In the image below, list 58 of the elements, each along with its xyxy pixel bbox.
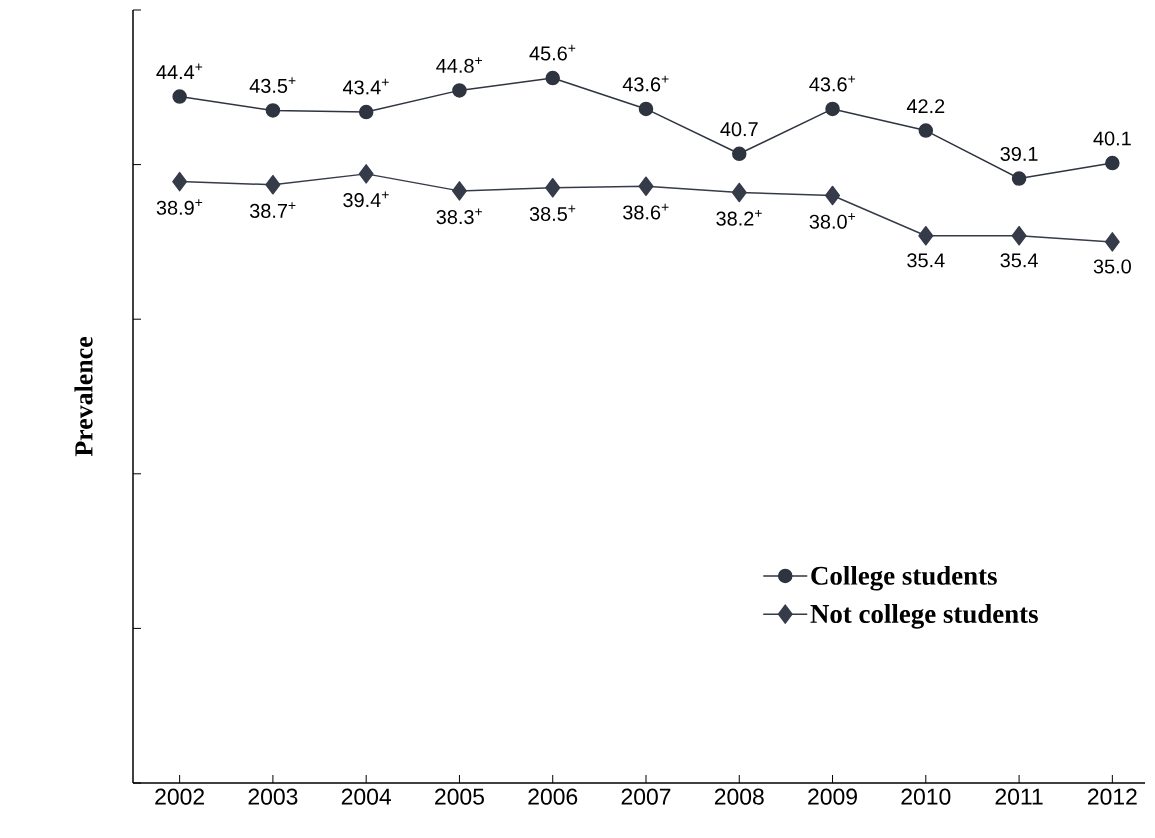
- point: [1104, 232, 1120, 252]
- x-tick-label: 2007: [621, 788, 671, 805]
- data-label: 42.2: [906, 99, 945, 114]
- point: [1011, 171, 1027, 186]
- data-label: 35.4: [1000, 253, 1038, 268]
- data-label: 45.6$^{+}$: [529, 44, 576, 61]
- point: [265, 174, 281, 195]
- x-tick-label: 2012: [1088, 788, 1137, 805]
- point: [918, 123, 934, 138]
- legend-label: College students: [811, 565, 997, 591]
- data-label: 43.6$^{+}$: [622, 75, 669, 92]
- x-tick-label: 2011: [995, 788, 1043, 805]
- data-label: 38.2$^{+}$: [716, 209, 762, 226]
- data-label: 38.9$^{+}$: [156, 199, 203, 215]
- data-label: 43.4$^{+}$: [342, 78, 389, 95]
- point: [545, 178, 561, 198]
- point: [172, 171, 188, 192]
- x-tick-label: 2006: [528, 788, 578, 805]
- point: [545, 70, 560, 86]
- data-label: 39.1: [1000, 146, 1038, 161]
- data-label: 35.4: [907, 253, 945, 268]
- point: [172, 89, 187, 104]
- point: [732, 146, 747, 162]
- data-label: 39.4$^{+}$: [343, 191, 389, 208]
- point: [1105, 155, 1120, 171]
- data-label: 40.1: [1093, 131, 1131, 146]
- point: [638, 176, 654, 196]
- point: [638, 101, 654, 117]
- point: [265, 103, 281, 118]
- legend-label: Not college students: [810, 604, 1038, 629]
- point: [451, 181, 467, 201]
- point: [918, 225, 934, 246]
- data-label: 43.5$^{+}$: [249, 77, 296, 93]
- data-label: 38.6$^{+}$: [623, 203, 669, 220]
- x-tick-label: 2008: [714, 788, 764, 805]
- point: [1011, 225, 1027, 246]
- point: [452, 83, 467, 98]
- x-tick-label: 2010: [901, 788, 951, 805]
- point: [358, 104, 374, 120]
- point: [731, 182, 747, 203]
- data-label: 44.4$^{+}$: [156, 63, 203, 80]
- data-label: 38.3$^{+}$: [436, 208, 482, 225]
- point: [825, 101, 840, 117]
- data-label: 38.7$^{+}$: [249, 202, 296, 218]
- data-label: 43.6$^{+}$: [809, 75, 856, 92]
- x-tick-label: 2004: [341, 788, 391, 805]
- x-tick-label: 2005: [435, 788, 484, 805]
- point: [358, 164, 374, 184]
- x-tick-label: 2002: [155, 788, 204, 805]
- point: [825, 185, 841, 206]
- data-label: 40.7: [720, 122, 758, 137]
- data-label: 44.8$^{+}$: [436, 57, 482, 73]
- y-axis-title: Prevalence: [74, 336, 93, 457]
- data-label: 35.0: [1093, 259, 1131, 274]
- data-label: 38.5$^{+}$: [529, 205, 576, 222]
- x-tick-label: 2003: [248, 788, 298, 805]
- data-label: 38.0$^{+}$: [809, 213, 856, 229]
- x-tick-label: 2009: [808, 788, 857, 805]
